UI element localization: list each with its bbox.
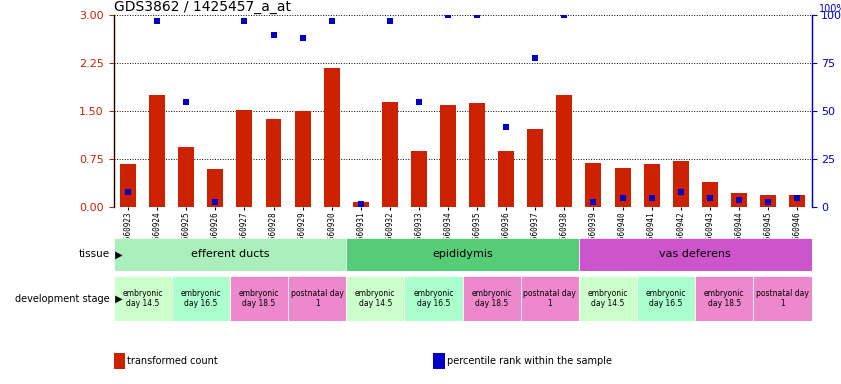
Bar — [114, 238, 346, 271]
Text: embryonic
day 14.5: embryonic day 14.5 — [588, 289, 628, 308]
Text: ▶: ▶ — [112, 293, 123, 304]
Point — [442, 12, 455, 18]
Point — [558, 12, 571, 18]
Bar — [585, 162, 601, 207]
Bar — [760, 195, 776, 207]
Bar — [288, 276, 346, 321]
Point — [296, 35, 309, 41]
Bar — [114, 276, 172, 321]
Text: embryonic
day 16.5: embryonic day 16.5 — [413, 289, 453, 308]
Point — [674, 189, 687, 195]
Point — [587, 199, 600, 205]
Text: embryonic
day 14.5: embryonic day 14.5 — [355, 289, 395, 308]
Point — [791, 195, 804, 201]
Point — [238, 18, 251, 24]
Point — [733, 197, 746, 203]
Bar — [557, 95, 573, 207]
Text: development stage: development stage — [14, 293, 109, 304]
Text: vas deferens: vas deferens — [659, 249, 731, 260]
Text: embryonic
day 16.5: embryonic day 16.5 — [646, 289, 686, 308]
Point — [500, 124, 513, 130]
Bar — [294, 111, 310, 207]
Point — [703, 195, 717, 201]
Bar — [521, 276, 579, 321]
Text: postnatal day
1: postnatal day 1 — [523, 289, 576, 308]
Bar — [579, 238, 812, 271]
Text: efferent ducts: efferent ducts — [191, 249, 269, 260]
Bar — [346, 276, 405, 321]
Bar — [754, 276, 812, 321]
Bar — [731, 193, 747, 207]
Text: embryonic
day 18.5: embryonic day 18.5 — [472, 289, 512, 308]
Bar — [469, 103, 485, 207]
Bar — [236, 110, 252, 207]
Text: embryonic
day 18.5: embryonic day 18.5 — [704, 289, 744, 308]
Bar — [120, 164, 136, 207]
Bar — [527, 129, 543, 207]
Bar — [789, 195, 805, 207]
Bar — [579, 276, 637, 321]
Point — [412, 99, 426, 105]
Bar — [701, 182, 717, 207]
Bar — [411, 151, 427, 207]
Bar — [498, 151, 514, 207]
Text: 100%: 100% — [818, 4, 841, 15]
Text: postnatal day
1: postnatal day 1 — [291, 289, 344, 308]
Point — [354, 200, 368, 207]
Text: embryonic
day 16.5: embryonic day 16.5 — [181, 289, 221, 308]
Bar — [149, 95, 165, 207]
Bar — [615, 168, 631, 207]
Point — [528, 55, 542, 61]
Bar — [172, 276, 230, 321]
Bar — [463, 276, 521, 321]
Point — [325, 18, 338, 24]
Point — [761, 199, 775, 205]
Bar — [346, 238, 579, 271]
Bar — [440, 105, 456, 207]
Point — [383, 18, 397, 24]
Point — [151, 18, 164, 24]
Text: percentile rank within the sample: percentile rank within the sample — [447, 356, 611, 366]
Bar — [673, 161, 689, 207]
Text: epididymis: epididymis — [432, 249, 493, 260]
Text: transformed count: transformed count — [127, 356, 218, 366]
Bar — [405, 276, 463, 321]
Point — [121, 189, 135, 195]
Point — [209, 199, 222, 205]
Bar — [637, 276, 696, 321]
Point — [616, 195, 629, 201]
Text: ▶: ▶ — [112, 249, 123, 260]
Bar — [208, 169, 224, 207]
Text: embryonic
day 14.5: embryonic day 14.5 — [123, 289, 163, 308]
Text: tissue: tissue — [78, 249, 109, 260]
Point — [470, 12, 484, 18]
Bar — [696, 276, 754, 321]
Bar — [178, 147, 194, 207]
Point — [267, 31, 280, 38]
Bar — [352, 202, 368, 207]
Point — [645, 195, 659, 201]
Bar — [643, 164, 659, 207]
Text: postnatal day
1: postnatal day 1 — [756, 289, 809, 308]
Bar — [382, 102, 398, 207]
Point — [179, 99, 193, 105]
Bar — [266, 119, 282, 207]
Text: GDS3862 / 1425457_a_at: GDS3862 / 1425457_a_at — [114, 0, 290, 14]
Text: embryonic
day 18.5: embryonic day 18.5 — [239, 289, 279, 308]
Bar — [230, 276, 288, 321]
Bar — [324, 68, 340, 207]
